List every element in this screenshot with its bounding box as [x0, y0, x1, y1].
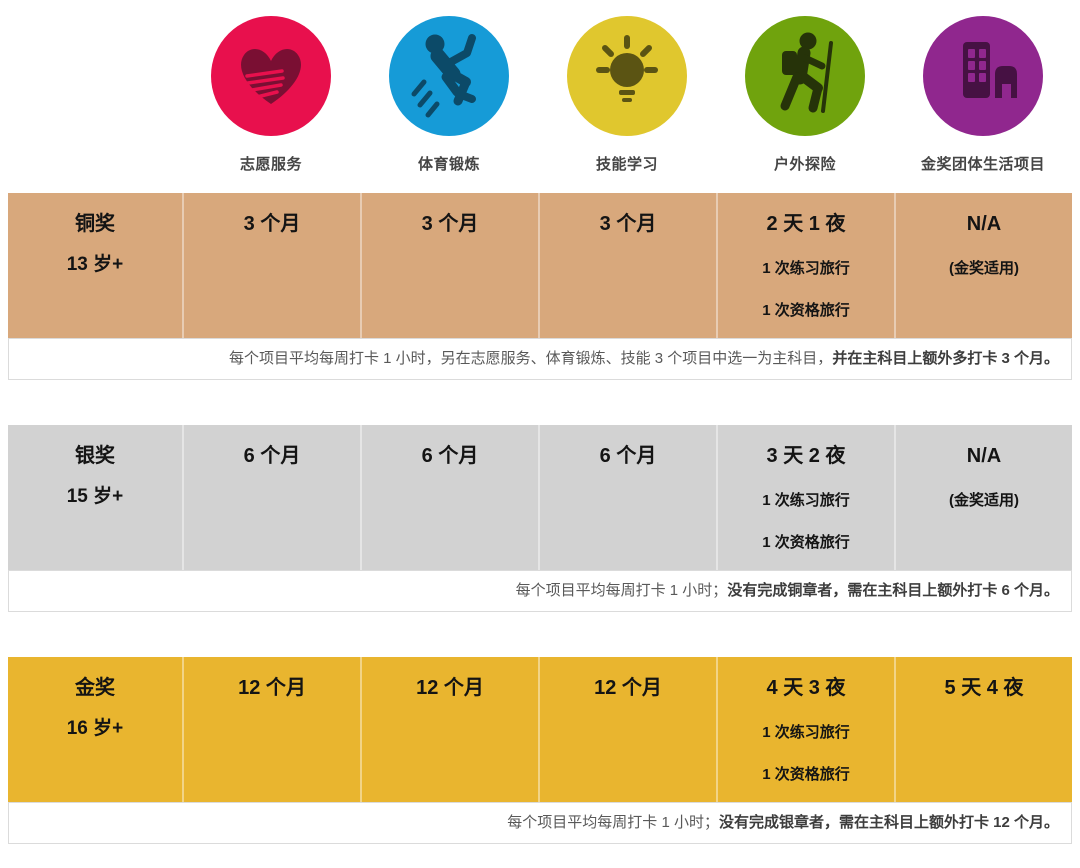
tier-gold-award-cell: 金奖 16 岁+ [8, 657, 182, 802]
cell-subvalue: 1 次资格旅行 [762, 534, 850, 551]
tier-gold-skills-cell: 12 个月 [538, 657, 716, 802]
note-text: 每个项目平均每周打卡 1 小时，另在志愿服务、体育锻炼、技能 3 个项目中选一为… [228, 350, 833, 367]
category-label-residential: 金奖团体生活项目 [920, 156, 1045, 173]
cell-value: 12 个月 [238, 677, 306, 699]
tier-silver-award-cell: 银奖 15 岁+ [8, 425, 182, 570]
cell-subvalue: 1 次资格旅行 [762, 766, 850, 783]
header-spacer [8, 16, 182, 174]
cell-value: 5 天 4 夜 [944, 677, 1024, 699]
cell-value: N/A [966, 213, 1002, 235]
note-text-bold: 并在主科目上额外多打卡 3 个月。 [832, 350, 1059, 367]
cell-value: 2 天 1 夜 [766, 213, 846, 235]
tier-bronze: 铜奖 13 岁+ 3 个月 3 个月 3 个月 2 天 1 夜 1 次练习旅行 … [8, 193, 1072, 380]
tier-silver: 银奖 15 岁+ 6 个月 6 个月 6 个月 3 天 2 夜 1 次练习旅行 … [8, 425, 1072, 612]
tier-silver-row: 银奖 15 岁+ 6 个月 6 个月 6 个月 3 天 2 夜 1 次练习旅行 … [8, 425, 1072, 570]
tier-gold-residential-cell: 5 天 4 夜 [894, 657, 1072, 802]
tier-gold-volunteer-cell: 12 个月 [182, 657, 360, 802]
tier-silver-volunteer-cell: 6 个月 [182, 425, 360, 570]
cell-value: 4 天 3 夜 [766, 677, 846, 699]
tier-bronze-skills-cell: 3 个月 [538, 193, 716, 338]
tier-gold-name: 金奖 [75, 677, 115, 699]
category-sports: 体育锻炼 [360, 16, 538, 174]
tier-silver-sports-cell: 6 个月 [360, 425, 538, 570]
tier-gold-adventure-cell: 4 天 3 夜 1 次练习旅行 1 次资格旅行 [716, 657, 894, 802]
cell-value: 12 个月 [416, 677, 484, 699]
cell-value: 3 个月 [421, 213, 479, 235]
hiker-icon [745, 16, 865, 136]
tier-bronze-age: 13 岁+ [66, 254, 124, 275]
tier-silver-name: 银奖 [75, 445, 115, 467]
note-text-bold: 没有完成铜章者，需在主科目上额外打卡 6 个月。 [727, 582, 1059, 599]
tier-gold-sports-cell: 12 个月 [360, 657, 538, 802]
cell-value: 3 天 2 夜 [766, 445, 846, 467]
cell-subvalue: (金奖适用) [949, 492, 1019, 509]
cell-value: 6 个月 [599, 445, 657, 467]
exercise-person-icon [389, 16, 509, 136]
cell-value: 6 个月 [243, 445, 301, 467]
tier-bronze-volunteer-cell: 3 个月 [182, 193, 360, 338]
tier-silver-age: 15 岁+ [66, 486, 124, 507]
cell-value: 6 个月 [421, 445, 479, 467]
category-label-skills: 技能学习 [595, 156, 658, 173]
category-label-volunteer: 志愿服务 [239, 156, 302, 173]
tier-silver-skills-cell: 6 个月 [538, 425, 716, 570]
category-skills: 技能学习 [538, 16, 716, 174]
cell-subvalue: 1 次练习旅行 [762, 492, 850, 509]
tier-silver-adventure-cell: 3 天 2 夜 1 次练习旅行 1 次资格旅行 [716, 425, 894, 570]
heart-hands-icon [211, 16, 331, 136]
cell-subvalue: 1 次资格旅行 [762, 302, 850, 319]
tier-bronze-row: 铜奖 13 岁+ 3 个月 3 个月 3 个月 2 天 1 夜 1 次练习旅行 … [8, 193, 1072, 338]
tier-silver-residential-cell: N/A (金奖适用) [894, 425, 1072, 570]
cell-subvalue: 1 次练习旅行 [762, 724, 850, 741]
category-label-adventure: 户外探险 [773, 156, 836, 173]
award-requirements-infographic: 志愿服务 [8, 0, 1072, 844]
tier-gold-note: 每个项目平均每周打卡 1 小时； 没有完成银章者，需在主科目上额外打卡 12 个月… [8, 802, 1072, 844]
tier-bronze-sports-cell: 3 个月 [360, 193, 538, 338]
tier-bronze-adventure-cell: 2 天 1 夜 1 次练习旅行 1 次资格旅行 [716, 193, 894, 338]
tier-bronze-award-cell: 铜奖 13 岁+ [8, 193, 182, 338]
category-adventure: 户外探险 [716, 16, 894, 174]
cell-subvalue: 1 次练习旅行 [762, 260, 850, 277]
tier-gold-row: 金奖 16 岁+ 12 个月 12 个月 12 个月 4 天 3 夜 1 次练习… [8, 657, 1072, 802]
tier-bronze-name: 铜奖 [75, 213, 115, 235]
cell-value: 3 个月 [599, 213, 657, 235]
tier-gold-age: 16 岁+ [66, 718, 124, 739]
tier-bronze-residential-cell: N/A (金奖适用) [894, 193, 1072, 338]
category-residential: 金奖团体生活项目 [894, 16, 1072, 174]
note-text-bold: 没有完成银章者，需在主科目上额外打卡 12 个月。 [718, 814, 1059, 831]
cell-value: 12 个月 [594, 677, 662, 699]
note-text: 每个项目平均每周打卡 1 小时； [507, 814, 719, 831]
category-label-sports: 体育锻炼 [417, 156, 480, 173]
buildings-icon [923, 16, 1043, 136]
cell-value: N/A [966, 445, 1002, 467]
lightbulb-icon [567, 16, 687, 136]
cell-subvalue: (金奖适用) [949, 260, 1019, 277]
category-volunteer: 志愿服务 [182, 16, 360, 174]
tier-bronze-note: 每个项目平均每周打卡 1 小时，另在志愿服务、体育锻炼、技能 3 个项目中选一为… [8, 338, 1072, 380]
tier-silver-note: 每个项目平均每周打卡 1 小时； 没有完成铜章者，需在主科目上额外打卡 6 个月。 [8, 570, 1072, 612]
category-header-row: 志愿服务 [8, 0, 1072, 174]
tier-gold: 金奖 16 岁+ 12 个月 12 个月 12 个月 4 天 3 夜 1 次练习… [8, 657, 1072, 844]
cell-value: 3 个月 [243, 213, 301, 235]
note-text: 每个项目平均每周打卡 1 小时； [515, 582, 728, 599]
